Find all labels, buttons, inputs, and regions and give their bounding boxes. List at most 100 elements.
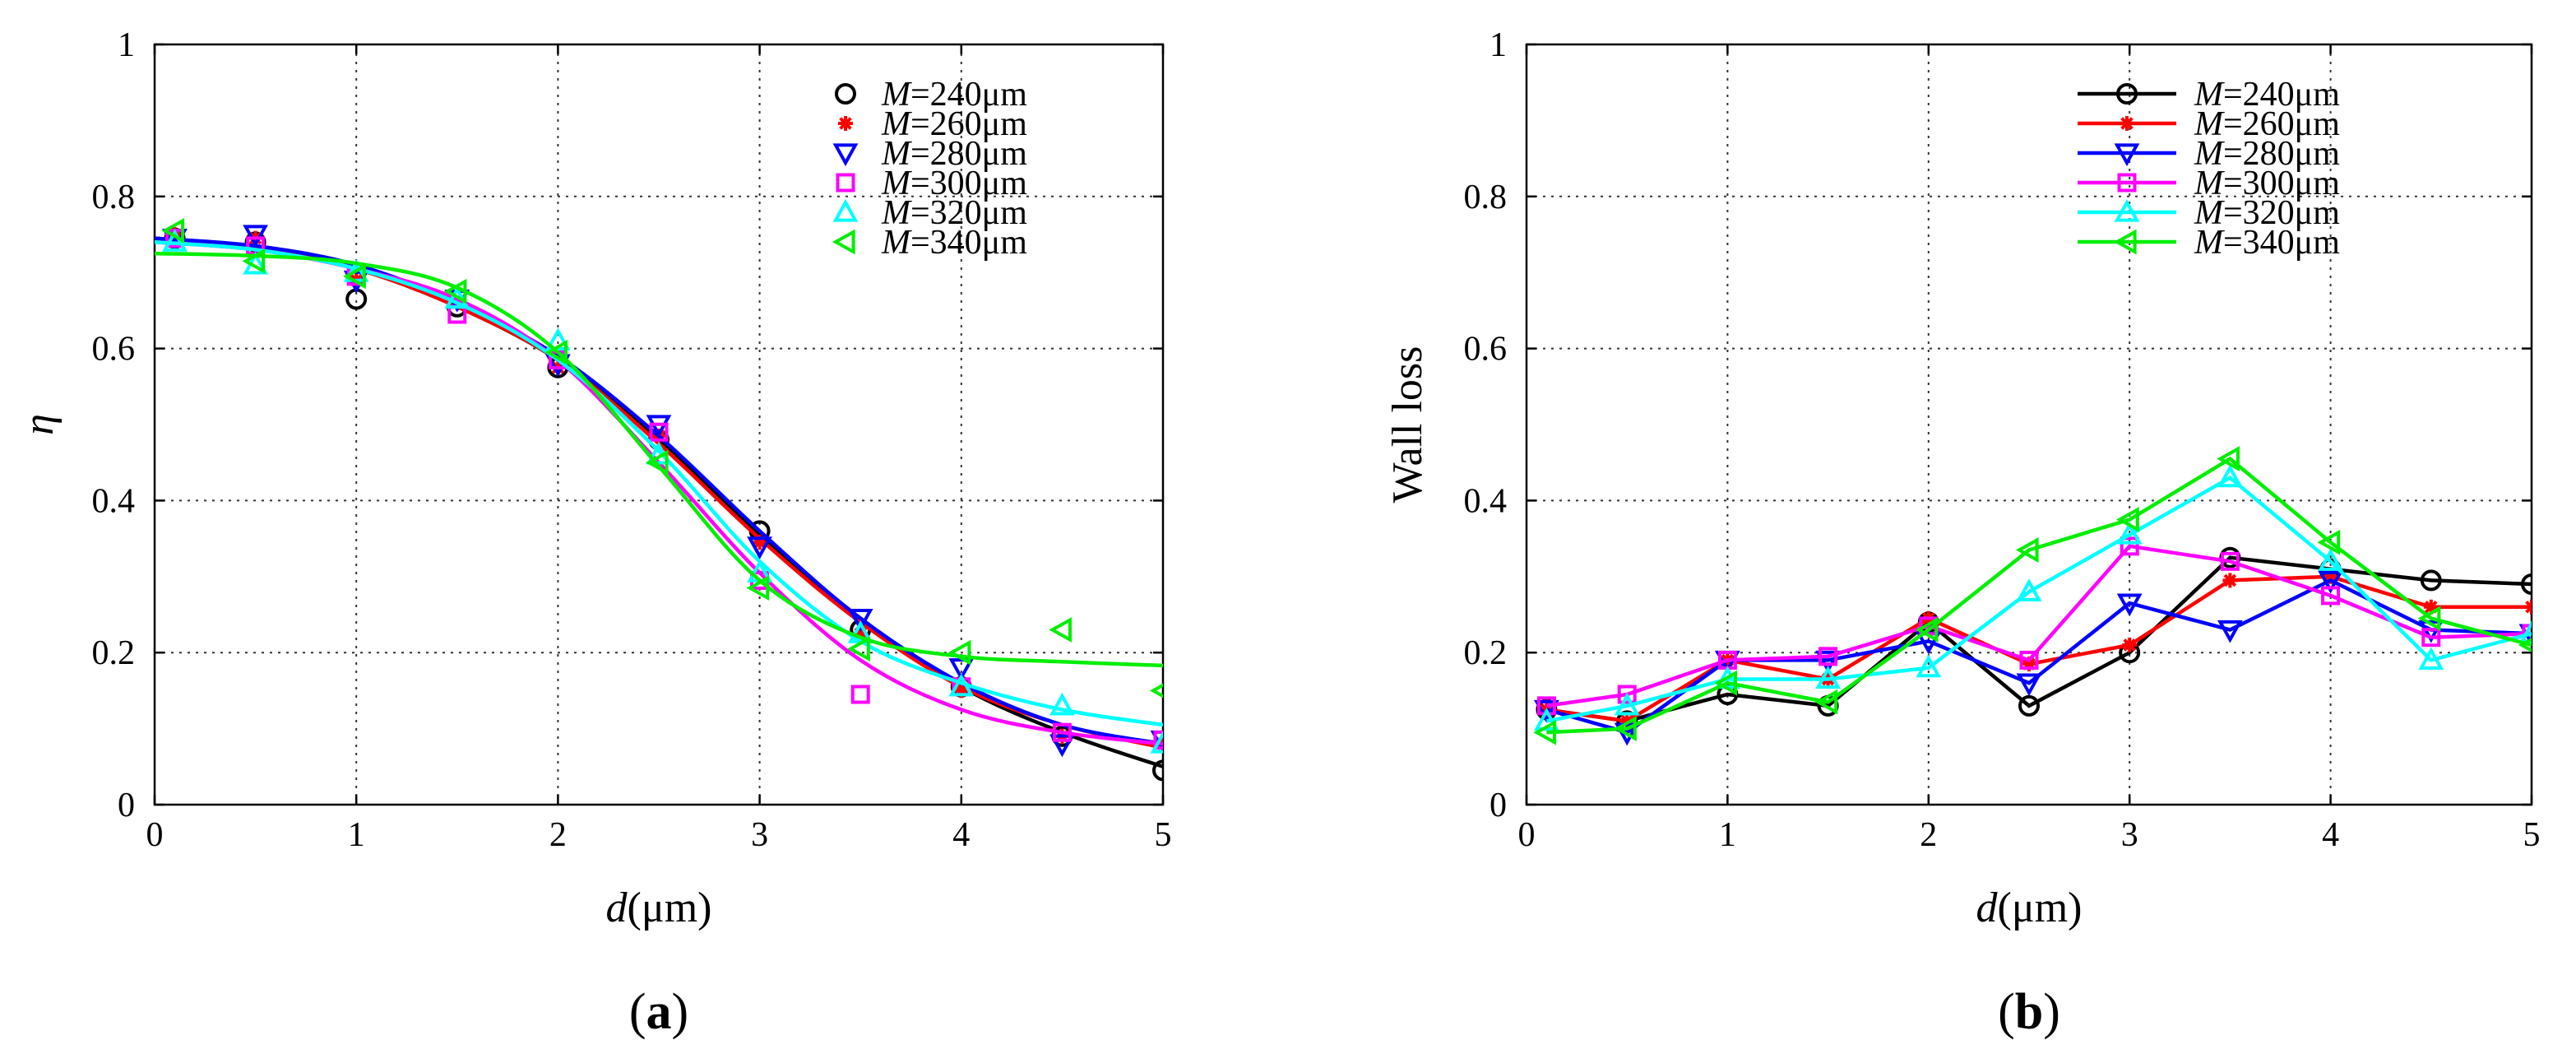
data-point: [2418, 647, 2444, 671]
x-tick-label: 4: [2322, 816, 2339, 854]
legend-marker: [2114, 198, 2140, 222]
data-point: [1534, 708, 1559, 731]
data-point: [1815, 666, 1841, 689]
x-tick-label: 3: [2121, 816, 2138, 854]
series-M=320μm: [155, 229, 1163, 754]
data-point: [161, 217, 185, 244]
panel-label-open: (: [629, 984, 646, 1040]
data-point: [2016, 673, 2042, 697]
data-point: [2321, 586, 2341, 606]
y-axis-label: η: [16, 414, 63, 435]
legend-item: M=240μm: [2078, 76, 2340, 114]
legend-label-var: M: [2194, 194, 2225, 232]
legend-label: M=340μm: [881, 224, 1027, 262]
data-point: [2421, 628, 2441, 648]
data-point: [2518, 620, 2532, 643]
legend-marker: [832, 229, 855, 255]
legend-label: M=240μm: [881, 76, 1027, 114]
data-point: [1818, 647, 1838, 666]
y-tick-label: 0: [118, 787, 135, 824]
legend-label: M=280μm: [2194, 135, 2340, 173]
data-point: [343, 263, 366, 290]
x-tick-label: 5: [1155, 816, 1172, 854]
fit-curve: [155, 239, 1163, 727]
legend-item: M=240μm: [835, 76, 1027, 114]
axes-box: [153, 43, 1165, 806]
legend-label-var: M: [881, 135, 912, 173]
data-point: [2417, 606, 2441, 632]
legend-label-var: M: [2194, 135, 2225, 173]
legend-label: M=300μm: [2194, 165, 2340, 202]
y-tick-label: 0.6: [1464, 331, 1508, 369]
x-axis-label-var: d: [606, 884, 628, 931]
fit-curve: [155, 251, 1163, 668]
data-point: [947, 639, 971, 666]
panel-label: (a): [629, 984, 688, 1040]
data-point: [2116, 507, 2139, 532]
data-point: [1815, 650, 1841, 674]
y-tick-label: 1: [1490, 26, 1507, 64]
legend-label-value: =260μm: [910, 105, 1027, 143]
legend-item: M=260μm: [838, 105, 1027, 143]
x-axis-label-unit: (μm): [628, 884, 712, 931]
data-point: [2318, 548, 2343, 571]
data-point: [2015, 537, 2039, 563]
legend-item: M=280μm: [832, 135, 1027, 173]
legend-marker: [2120, 116, 2134, 131]
fit-curve: [155, 239, 1163, 746]
x-tick-label: 3: [751, 816, 768, 854]
panel-label: (b): [1998, 984, 2060, 1040]
legend-label: M=260μm: [2194, 105, 2340, 143]
series-line: [1545, 578, 2532, 735]
series-line: [1546, 544, 2532, 708]
y-tick-label: 0.4: [1464, 482, 1508, 520]
legend-marker: [836, 173, 855, 193]
x-tick-label: 1: [1719, 816, 1736, 854]
data-point: [162, 229, 188, 252]
series-M=340μm: [1533, 446, 2532, 745]
legend-marker: [832, 143, 859, 167]
fit-curve: [155, 236, 1163, 750]
data-point: [948, 673, 975, 697]
y-axis-label: Wall loss: [1384, 346, 1431, 504]
x-tick-label: 2: [1920, 816, 1937, 854]
legend-marker: [2116, 83, 2138, 104]
data-point: [242, 248, 266, 274]
data-point: [2122, 637, 2138, 652]
data-point: [2018, 694, 2040, 717]
data-point: [2019, 650, 2039, 670]
legend-label-var: M: [881, 224, 912, 262]
data-point: [2317, 529, 2341, 555]
y-tick-label: 0.2: [1464, 634, 1508, 672]
legend-label-var: M: [2194, 105, 2225, 143]
x-axis-label: d(μm): [606, 884, 712, 931]
legend-label-var: M: [2194, 224, 2225, 262]
legend-label-value: =280μm: [910, 135, 1027, 173]
data-point: [847, 609, 873, 632]
ticks: [153, 43, 1165, 806]
data-point: [1152, 759, 1163, 782]
data-point: [2518, 638, 2532, 652]
data-point: [1052, 722, 1072, 742]
legend-label: M=340μm: [2194, 224, 2340, 262]
y-tick-label: 0.6: [92, 331, 136, 369]
y-tick-label: 0.8: [92, 179, 136, 216]
data-point: [1614, 716, 1637, 741]
legend-label: M=240μm: [2194, 76, 2340, 114]
data-point: [544, 339, 568, 365]
data-point: [2521, 573, 2532, 596]
data-point: [1915, 617, 1939, 643]
data-point: [2524, 599, 2532, 615]
legend-label-var: M: [881, 194, 912, 232]
data-point: [1916, 654, 1942, 678]
data-point: [1049, 692, 1075, 716]
legend-label: M=280μm: [881, 135, 1027, 173]
x-tick-label: 0: [1518, 816, 1536, 854]
legend-marker: [2117, 173, 2137, 193]
data-point: [2120, 536, 2139, 556]
y-tick-label: 1: [118, 26, 135, 64]
legend-label-value: =340μm: [2223, 224, 2340, 262]
data-point: [2217, 620, 2243, 643]
data-point: [1534, 699, 1559, 723]
legend-label-value: =300μm: [2223, 165, 2340, 202]
